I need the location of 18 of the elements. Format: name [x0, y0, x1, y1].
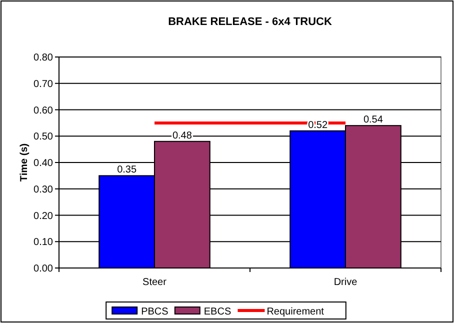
text: 0.60	[34, 105, 53, 116]
text: 0.20	[34, 210, 53, 222]
text: 0.30	[34, 184, 53, 196]
data-label: 0.54	[363, 114, 384, 126]
chart-title: BRAKE RELEASE - 6x4 TRUCK	[168, 16, 332, 28]
text: 0.70	[34, 78, 53, 90]
x-tick-label: Steer	[142, 277, 168, 288]
text: 0.00	[34, 264, 53, 274]
text: 0.40	[34, 158, 53, 169]
y-axis-title: Time (s)	[19, 143, 30, 182]
legend-label: PBCS	[141, 306, 169, 318]
x-tick-label: Drive	[334, 277, 358, 288]
legend-label: EBCS	[204, 306, 232, 318]
text: 0.50	[34, 132, 53, 143]
data-label: 0.35	[117, 164, 137, 176]
text: 0.80	[34, 52, 53, 64]
text: 0.10	[34, 237, 53, 248]
legend-label: Requirement	[266, 306, 324, 318]
